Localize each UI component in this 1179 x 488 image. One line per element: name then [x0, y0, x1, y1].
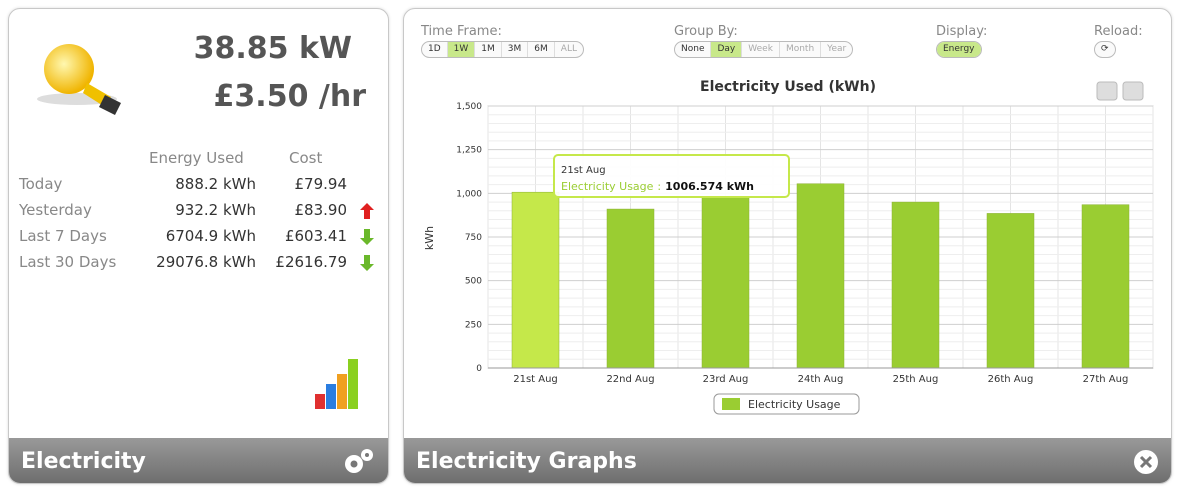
option-button[interactable]: 6M — [528, 42, 555, 57]
energy-value: 932.2 kWh — [175, 201, 256, 219]
row-label: Today — [19, 175, 63, 193]
option-button[interactable]: 3M — [502, 42, 529, 57]
chart: Electricity Used (kWh) kWh 0 250 500 750 1,0… — [423, 79, 1154, 415]
y-tick-label: 1,250 — [456, 146, 482, 156]
y-tick-label: 500 — [465, 277, 482, 287]
control-label: Time Frame: — [421, 24, 502, 39]
tooltip-part: Electricity Usage — [561, 180, 654, 193]
control-label: Group By: — [674, 24, 738, 39]
cost-value: £79.94 — [294, 175, 348, 193]
button-group: None Day Week Month Year — [674, 41, 854, 58]
option-button[interactable]: Day — [711, 42, 743, 57]
x-tick-label: 24th Aug — [798, 374, 844, 385]
tooltip-category: 21st Aug — [561, 165, 606, 176]
button-group: ⟳ — [1094, 41, 1116, 58]
option-button[interactable]: 1M — [475, 42, 502, 57]
trend-down — [360, 255, 374, 271]
rate: £3.50 /hr — [213, 79, 366, 114]
y-tick-label: 1,000 — [456, 189, 482, 199]
energy-value: 6704.9 kWh — [165, 227, 256, 245]
trend-up — [360, 203, 374, 219]
bar — [796, 183, 845, 369]
tooltip-part: 1006.574 kWh — [665, 180, 754, 193]
x-tick-label: 21st Aug — [513, 374, 558, 385]
energy-value: 29076.8 kWh — [156, 253, 256, 271]
x-tick-label: 22nd Aug — [606, 374, 654, 385]
bar — [891, 201, 940, 369]
tooltip-box — [553, 154, 790, 198]
bar — [986, 213, 1035, 369]
option-button[interactable]: None — [675, 42, 712, 57]
control-label: Display: — [936, 24, 988, 39]
footer-title: Electricity — [21, 449, 146, 474]
bulb-icon — [37, 44, 121, 115]
button-group: Energy — [936, 41, 982, 58]
legend-swatch — [722, 398, 740, 410]
trend-down — [360, 229, 374, 245]
power: 38.85 kW — [193, 31, 352, 66]
legend-label: Electricity Usage — [748, 398, 841, 411]
x-tick-label: 27th Aug — [1083, 374, 1129, 385]
row-label: Yesterday — [19, 201, 92, 219]
bar — [701, 197, 750, 369]
chart-title: Electricity Used (kWh) — [700, 79, 876, 95]
close-icon[interactable] — [1133, 449, 1159, 475]
control-label: Reload: — [1094, 24, 1143, 39]
row-label: Last 7 Days — [19, 227, 107, 245]
graph-panel: Time Frame: 1D 1W 1M 3M 6M ALL Group By: None Day… — [403, 8, 1172, 484]
option-button[interactable]: Month — [780, 42, 822, 57]
option-button[interactable]: ALL — [560, 44, 577, 54]
option-button[interactable]: ⟳ — [1101, 44, 1109, 54]
row-label: Last 30 Days — [19, 253, 117, 271]
bars-icon — [315, 359, 358, 409]
download-button[interactable] — [1122, 81, 1144, 101]
cost-value: £2616.79 — [275, 253, 347, 271]
y-axis-label: kWh — [423, 226, 436, 250]
y-tick-label: 750 — [465, 233, 482, 243]
bar — [511, 191, 560, 369]
y-tick-label: 1,500 — [456, 102, 482, 112]
option-button[interactable]: Year — [827, 44, 847, 54]
footer: Electricity Graphs — [404, 438, 1171, 483]
energy-value: 888.2 kWh — [175, 175, 256, 193]
column-header: Cost — [289, 149, 323, 167]
option-button[interactable]: 1W — [447, 42, 476, 57]
y-tick-label: 250 — [465, 320, 482, 330]
footer-title: Electricity Graphs — [416, 449, 637, 474]
settings-icon[interactable] — [342, 446, 376, 476]
tooltip-line: Electricity Usage:1006.574 kWh — [561, 180, 754, 193]
option-button[interactable]: Week — [742, 42, 780, 57]
bar — [606, 208, 655, 369]
button-group: 1D 1W 1M 3M 6M ALL — [421, 41, 584, 58]
y-tick-label: 0 — [476, 364, 482, 374]
cost-value: £83.90 — [294, 201, 348, 219]
x-tick-label: 26th Aug — [988, 374, 1034, 385]
summary-panel: 38.85 kW £3.50 /hr Energy Used Cost Today 8… — [8, 8, 389, 484]
legend-box — [713, 393, 860, 415]
footer: Electricity — [9, 438, 388, 483]
option-button[interactable]: Energy — [937, 42, 981, 57]
tooltip-part: : — [657, 180, 661, 193]
bar — [1081, 204, 1130, 369]
option-button[interactable]: 1D — [422, 42, 448, 57]
column-header: Energy Used — [149, 149, 244, 167]
x-tick-label: 25th Aug — [893, 374, 939, 385]
print-button[interactable] — [1096, 81, 1118, 101]
x-tick-label: 23rd Aug — [703, 374, 749, 385]
cost-value: £603.41 — [284, 227, 347, 245]
